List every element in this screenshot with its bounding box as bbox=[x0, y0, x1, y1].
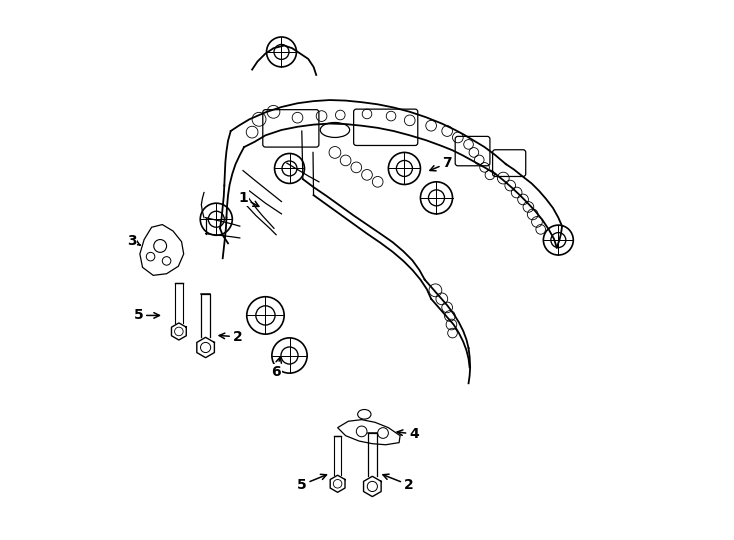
Text: 2: 2 bbox=[383, 474, 413, 492]
Text: 3: 3 bbox=[127, 234, 140, 248]
Text: 5: 5 bbox=[134, 308, 159, 322]
Text: 6: 6 bbox=[272, 357, 281, 379]
Text: 1: 1 bbox=[238, 191, 259, 206]
Text: 7: 7 bbox=[430, 156, 452, 171]
Text: 5: 5 bbox=[297, 474, 327, 492]
Text: 4: 4 bbox=[397, 427, 419, 441]
Text: 2: 2 bbox=[219, 330, 242, 344]
